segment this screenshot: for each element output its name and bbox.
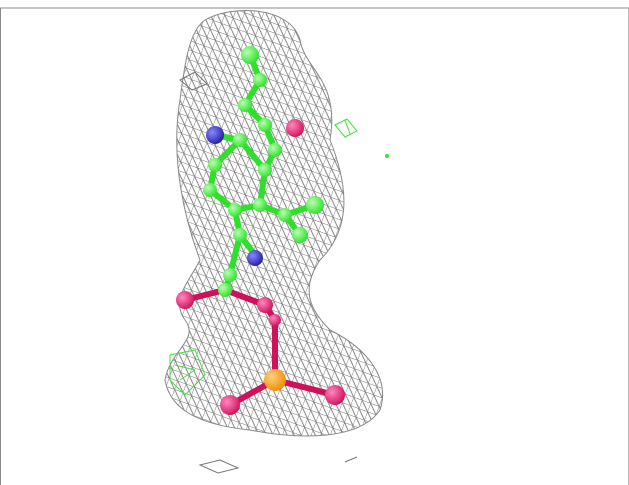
phosphorus-atom: [264, 369, 286, 391]
green-atoms: [203, 46, 324, 297]
phosphate-bonds: [182, 287, 338, 408]
green-mesh: [169, 118, 358, 396]
mesh-fragments: [179, 71, 358, 474]
blue-atoms: [206, 126, 263, 266]
magenta-atoms: [176, 119, 345, 415]
green-dot: [385, 154, 389, 158]
density-mesh: [164, 10, 384, 437]
